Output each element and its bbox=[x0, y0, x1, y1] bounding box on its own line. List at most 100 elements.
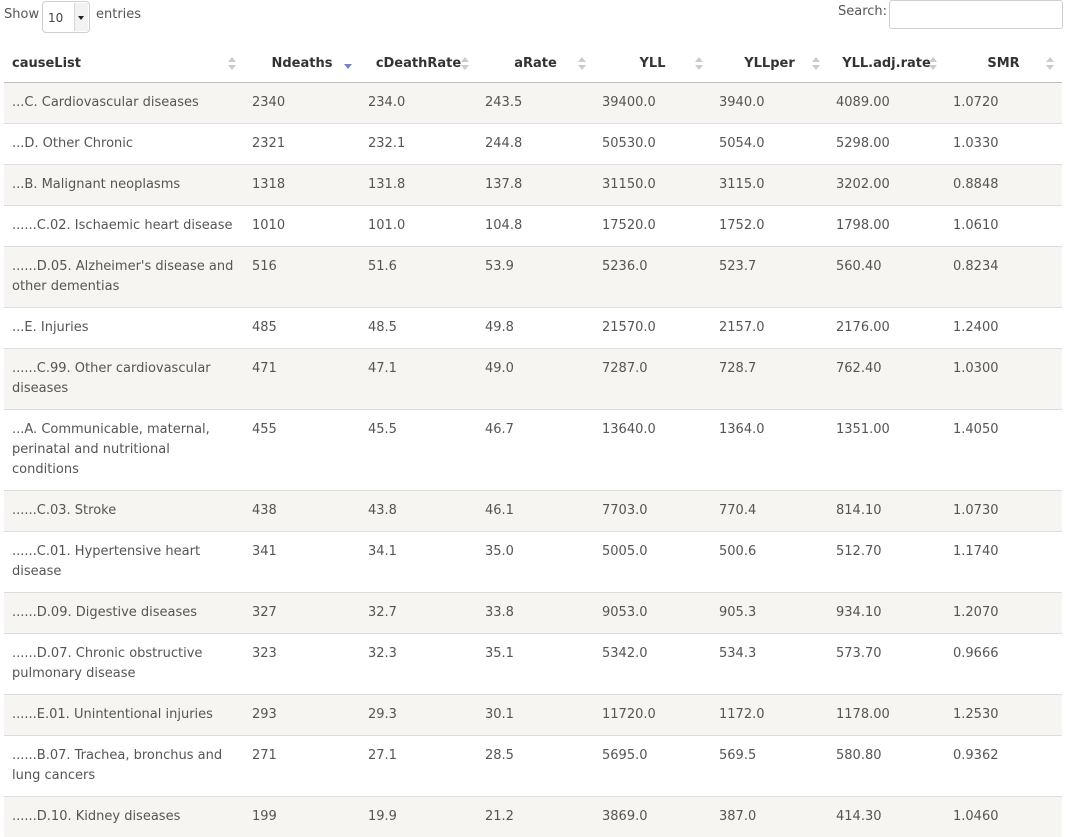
column-header-yll-adj-rate[interactable]: YLL.adj.rate bbox=[828, 45, 945, 83]
table-cell-cdeathrate: 43.8 bbox=[360, 489, 477, 531]
table-cell-smr: 1.0610 bbox=[945, 204, 1062, 246]
sort-icon bbox=[461, 57, 469, 71]
search-input[interactable] bbox=[889, 0, 1063, 29]
table-cell-cdeathrate: 27.1 bbox=[360, 734, 477, 796]
table-cell-cdeathrate: 45.5 bbox=[360, 408, 477, 490]
table-cell-arate: 46.7 bbox=[477, 408, 594, 490]
table-row: ...B. Malignant neoplasms 1318 131.8 137.8 3… bbox=[4, 163, 1062, 205]
column-header-yllper[interactable]: YLLper bbox=[711, 45, 828, 83]
table-row: ......D.09. Digestive diseases 327 32.7 33.… bbox=[4, 591, 1062, 633]
table-cell-cdeathrate: 47.1 bbox=[360, 347, 477, 409]
table-cell-yll-adj-rate: 814.10 bbox=[828, 489, 945, 531]
column-header-causelist[interactable]: causeList bbox=[4, 45, 244, 83]
entries-label: entries bbox=[96, 7, 142, 22]
table-cell-cdeathrate: 51.6 bbox=[360, 245, 477, 307]
table-cell-yll-adj-rate: 580.80 bbox=[828, 734, 945, 796]
table-cell-arate: 30.1 bbox=[477, 693, 594, 735]
table-cell-yll: 21570.0 bbox=[594, 306, 711, 348]
table-cell-arate: 28.5 bbox=[477, 734, 594, 796]
table-cell-arate: 35.0 bbox=[477, 530, 594, 592]
table-row: ......C.01. Hypertensive heart disease 34… bbox=[4, 530, 1062, 592]
table-cell-causelist: ......D.10. Kidney diseases bbox=[4, 795, 244, 837]
search-label: Search: bbox=[838, 4, 888, 19]
column-header-label: YLL bbox=[639, 55, 666, 71]
table-cell-arate: 46.1 bbox=[477, 489, 594, 531]
table-cell-ndeaths: 485 bbox=[244, 306, 360, 348]
table-cell-ndeaths: 271 bbox=[244, 734, 360, 796]
column-header-arate[interactable]: aRate bbox=[477, 45, 594, 83]
table-cell-cdeathrate: 34.1 bbox=[360, 530, 477, 592]
table-cell-causelist: ...E. Injuries bbox=[4, 306, 244, 348]
table-cell-ndeaths: 323 bbox=[244, 632, 360, 694]
table-cell-arate: 49.8 bbox=[477, 306, 594, 348]
table-cell-arate: 244.8 bbox=[477, 122, 594, 164]
table-cell-yllper: 534.3 bbox=[711, 632, 828, 694]
table-cell-smr: 1.2530 bbox=[945, 693, 1062, 735]
column-header-label: YLL.adj.rate bbox=[842, 55, 931, 71]
table-cell-ndeaths: 341 bbox=[244, 530, 360, 592]
sort-icon bbox=[228, 57, 236, 71]
table-cell-yllper: 3940.0 bbox=[711, 82, 828, 123]
table-cell-smr: 1.0720 bbox=[945, 82, 1062, 123]
entries-select[interactable]: 10 bbox=[42, 1, 90, 33]
table-cell-causelist: ...D. Other Chronic bbox=[4, 122, 244, 164]
column-header-yll[interactable]: YLL bbox=[594, 45, 711, 83]
table-cell-yll: 5342.0 bbox=[594, 632, 711, 694]
table-row: ......C.02. Ischaemic heart disease 1010 1… bbox=[4, 204, 1062, 246]
table-cell-arate: 53.9 bbox=[477, 245, 594, 307]
table-cell-yll: 13640.0 bbox=[594, 408, 711, 490]
table-row: ......D.10. Kidney diseases 199 19.9 21.2 38… bbox=[4, 795, 1062, 837]
table-cell-yll-adj-rate: 5298.00 bbox=[828, 122, 945, 164]
table-cell-arate: 137.8 bbox=[477, 163, 594, 205]
table-cell-yll: 31150.0 bbox=[594, 163, 711, 205]
table-cell-cdeathrate: 32.7 bbox=[360, 591, 477, 633]
table-cell-smr: 1.0730 bbox=[945, 489, 1062, 531]
table-row: ......D.07. Chronic obstructive pulmonar… bbox=[4, 632, 1062, 694]
table-cell-ndeaths: 516 bbox=[244, 245, 360, 307]
table-cell-yll-adj-rate: 4089.00 bbox=[828, 82, 945, 123]
column-header-ndeaths[interactable]: Ndeaths bbox=[244, 45, 360, 83]
table-cell-yllper: 728.7 bbox=[711, 347, 828, 409]
table-cell-ndeaths: 2340 bbox=[244, 82, 360, 123]
table-cell-smr: 1.2400 bbox=[945, 306, 1062, 348]
table-cell-yll: 5695.0 bbox=[594, 734, 711, 796]
column-header-cdeathrate[interactable]: cDeathRate bbox=[360, 45, 477, 83]
column-header-label: cDeathRate bbox=[375, 55, 462, 71]
table-cell-yll: 39400.0 bbox=[594, 82, 711, 123]
table-row: ......E.01. Unintentional injuries 293 29.… bbox=[4, 693, 1062, 735]
table-cell-causelist: ...A. Communicable, maternal, perinatal … bbox=[4, 408, 244, 490]
table-cell-cdeathrate: 234.0 bbox=[360, 82, 477, 123]
table-cell-smr: 1.2070 bbox=[945, 591, 1062, 633]
chevron-down-icon[interactable] bbox=[74, 3, 88, 31]
table-row: ...E. Injuries 485 48.5 49.8 21570.0 2157.0 21… bbox=[4, 306, 1062, 348]
table-cell-ndeaths: 293 bbox=[244, 693, 360, 735]
table-cell-causelist: ......D.07. Chronic obstructive pulmonar… bbox=[4, 632, 244, 694]
table-header-row: causeList Ndeaths cDeathRate aRate YLL YLLper… bbox=[4, 45, 1062, 83]
table-cell-ndeaths: 438 bbox=[244, 489, 360, 531]
sort-icon bbox=[929, 57, 937, 71]
table-cell-yll: 7703.0 bbox=[594, 489, 711, 531]
table-cell-causelist: ......D.09. Digestive diseases bbox=[4, 591, 244, 633]
show-label: Show bbox=[4, 7, 40, 22]
table-cell-smr: 0.8234 bbox=[945, 245, 1062, 307]
table-row: ......B.07. Trachea, bronchus and lung c… bbox=[4, 734, 1062, 796]
table-cell-yll-adj-rate: 512.70 bbox=[828, 530, 945, 592]
column-header-smr[interactable]: SMR bbox=[945, 45, 1062, 83]
table-cell-yllper: 1172.0 bbox=[711, 693, 828, 735]
table-cell-cdeathrate: 101.0 bbox=[360, 204, 477, 246]
table-cell-yllper: 2157.0 bbox=[711, 306, 828, 348]
table-cell-cdeathrate: 29.3 bbox=[360, 693, 477, 735]
table-cell-arate: 35.1 bbox=[477, 632, 594, 694]
table-cell-yll-adj-rate: 2176.00 bbox=[828, 306, 945, 348]
table-row: ...D. Other Chronic 2321 232.1 244.8 50530.0… bbox=[4, 122, 1062, 164]
table-controls: Show 10 entries Search: bbox=[0, 0, 1066, 40]
table-row: ......C.99. Other cardiovascular disease… bbox=[4, 347, 1062, 409]
table-cell-causelist: ......C.02. Ischaemic heart disease bbox=[4, 204, 244, 246]
table-cell-yll: 5005.0 bbox=[594, 530, 711, 592]
table-cell-causelist: ......C.99. Other cardiovascular disease… bbox=[4, 347, 244, 409]
table-cell-cdeathrate: 131.8 bbox=[360, 163, 477, 205]
table-cell-yll-adj-rate: 1798.00 bbox=[828, 204, 945, 246]
table-cell-arate: 243.5 bbox=[477, 82, 594, 123]
table-cell-causelist: ......B.07. Trachea, bronchus and lung c… bbox=[4, 734, 244, 796]
table-cell-causelist: ......C.01. Hypertensive heart disease bbox=[4, 530, 244, 592]
